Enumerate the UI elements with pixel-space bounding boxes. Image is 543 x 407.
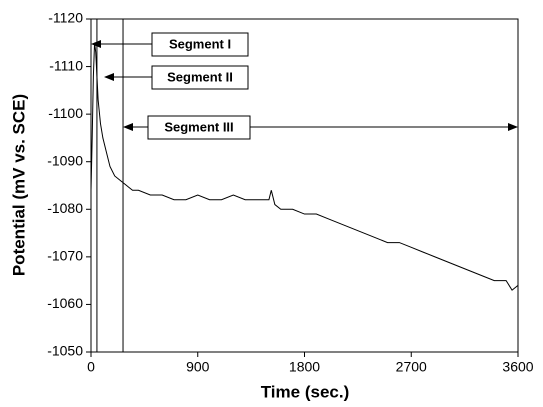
annotation-box [147, 115, 251, 140]
y-tick-label: -1070 [47, 248, 83, 264]
annotation-boxes [147, 32, 251, 140]
x-tick-label: 3600 [502, 359, 533, 375]
y-tick-label: -1120 [48, 10, 83, 26]
annotation-box [151, 32, 249, 57]
y-tick-label: -1060 [47, 295, 83, 311]
x-tick-label: 2700 [396, 359, 427, 375]
annotation-box [151, 65, 249, 90]
y-tick-label: -1100 [48, 105, 83, 121]
data-line [90, 42, 519, 291]
y-tick-label: -1050 [47, 343, 83, 359]
plot-frame [90, 18, 519, 353]
annotation: Segment I [169, 36, 231, 51]
y-tick-label: -1080 [47, 200, 83, 216]
y-tick-label: -1110 [49, 57, 83, 73]
y-axis-title: Potential (mV vs. SCE) [9, 94, 28, 276]
annotation: Segment III [164, 119, 233, 134]
x-tick-label: 900 [186, 359, 210, 375]
x-tick-label: 1800 [289, 359, 320, 375]
annotation: Segment II [167, 69, 233, 84]
y-tick-label: -1090 [47, 152, 83, 168]
x-axis-title: Time (sec.) [261, 382, 350, 401]
x-tick-label: 0 [87, 359, 95, 375]
